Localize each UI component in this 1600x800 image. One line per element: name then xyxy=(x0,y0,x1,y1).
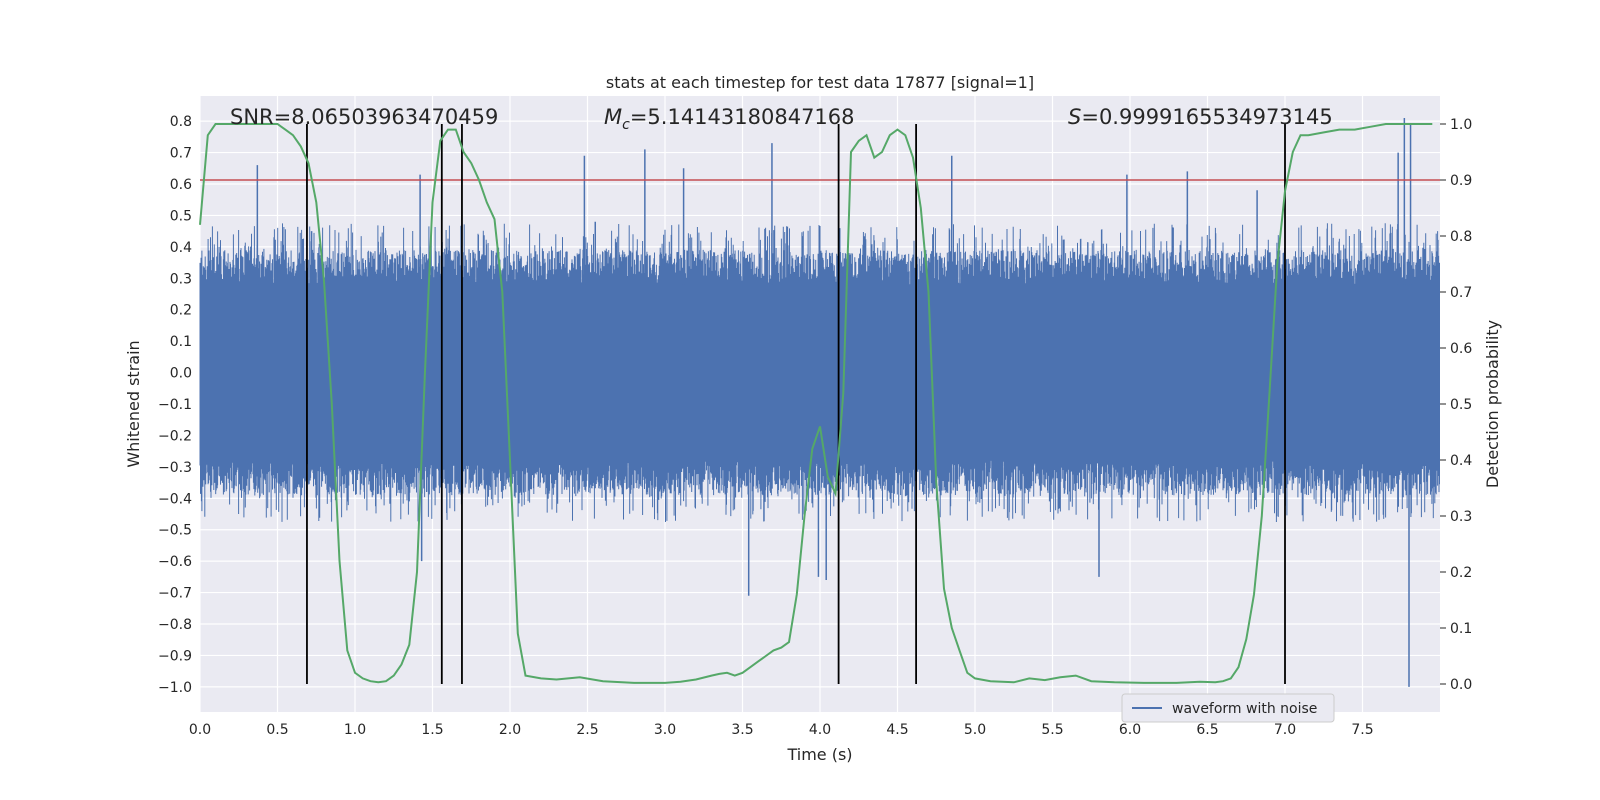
y-tick-label: 0.7 xyxy=(170,146,192,162)
waveform-core-band xyxy=(200,284,1440,461)
chart-title: stats at each timestep for test data 178… xyxy=(606,73,1034,92)
y-tick-label: −0.6 xyxy=(158,554,192,570)
y-tick-label: 0.4 xyxy=(170,240,192,256)
y-tick-label: −0.5 xyxy=(158,523,192,539)
x-axis-label: Time (s) xyxy=(786,745,852,764)
x-tick-label: 0.0 xyxy=(189,722,211,738)
y-tick-label: 0.3 xyxy=(170,271,192,287)
snr-annotation: SNR=8.06503963470459 xyxy=(230,105,498,129)
y2-tick-label: 0.5 xyxy=(1450,397,1472,413)
mc-symbol: M xyxy=(604,105,622,129)
y2-tick-label: 0.4 xyxy=(1450,453,1472,469)
y2-tick-label: 0.9 xyxy=(1450,173,1472,189)
x-tick-label: 2.5 xyxy=(576,722,598,738)
legend-label: waveform with noise xyxy=(1172,701,1317,717)
y2-tick-label: 0.8 xyxy=(1450,229,1472,245)
y-tick-label: 0.8 xyxy=(170,114,192,130)
x-tick-label: 2.0 xyxy=(499,722,521,738)
y-tick-label: −0.9 xyxy=(158,648,192,664)
y-tick-label: −0.3 xyxy=(158,460,192,476)
y2-tick-label: 0.3 xyxy=(1450,509,1472,525)
y2-tick-label: 0.7 xyxy=(1450,285,1472,301)
y-tick-label: 0.1 xyxy=(170,334,192,350)
x-tick-label: 7.0 xyxy=(1274,722,1296,738)
probability-series xyxy=(199,123,1433,684)
x-tick-label: 3.5 xyxy=(731,722,753,738)
y-tick-label: 0.6 xyxy=(170,177,192,193)
x-tick-label: 0.5 xyxy=(266,722,288,738)
y-axis-label: Whitened strain xyxy=(124,340,143,467)
s-value: =0.9999165534973145 xyxy=(1081,105,1332,129)
y-tick-label: −0.2 xyxy=(158,428,192,444)
x-tick-label: 6.0 xyxy=(1119,722,1141,738)
legend: waveform with noise xyxy=(1121,693,1335,723)
x-tick-label: 4.5 xyxy=(886,722,908,738)
mc-value: =5.14143180847168 xyxy=(630,105,855,129)
x-tick-label: 7.5 xyxy=(1351,722,1373,738)
y2-axis-label: Detection probability xyxy=(1483,320,1502,488)
x-tick-label: 1.0 xyxy=(344,722,366,738)
y-tick-label: −1.0 xyxy=(158,680,192,696)
y-tick-label: 0.0 xyxy=(170,366,192,382)
detection-probability-line xyxy=(199,123,1433,684)
x-tick-label: 5.0 xyxy=(964,722,986,738)
y-tick-label: −0.8 xyxy=(158,617,192,633)
y-tick-label: −0.7 xyxy=(158,586,192,602)
y2-tick-label: 0.0 xyxy=(1450,677,1472,693)
y2-tick-label: 0.1 xyxy=(1450,621,1472,637)
x-tick-label: 6.5 xyxy=(1196,722,1218,738)
tick-labels: 0.0 0.5 1.0 1.5 2.0 2.5 3.0 3.5 4.0 4.5 5.0 5.5 6.0 6… xyxy=(158,114,1472,738)
chirp-mass-annotation: Mc=5.14143180847168 xyxy=(604,105,855,133)
y2-tick-label: 0.2 xyxy=(1450,565,1472,581)
y-tick-label: 0.2 xyxy=(170,303,192,319)
y-tick-label: −0.1 xyxy=(158,397,192,413)
x-tick-label: 4.0 xyxy=(809,722,831,738)
x-tick-label: 3.0 xyxy=(654,722,676,738)
legend-box xyxy=(1121,693,1335,723)
score-annotation: S=0.9999165534973145 xyxy=(1068,105,1333,129)
x-tick-label: 1.5 xyxy=(421,722,443,738)
s-symbol: S xyxy=(1068,105,1081,129)
x-tick-label: 5.5 xyxy=(1041,722,1063,738)
y2-tick-label: 1.0 xyxy=(1450,117,1472,133)
mc-subscript: c xyxy=(622,117,630,133)
y-tick-label: −0.4 xyxy=(158,491,192,507)
y2-tick-label: 0.6 xyxy=(1450,341,1472,357)
vertical-lines xyxy=(306,124,1286,684)
y-tick-label: 0.5 xyxy=(170,208,192,224)
